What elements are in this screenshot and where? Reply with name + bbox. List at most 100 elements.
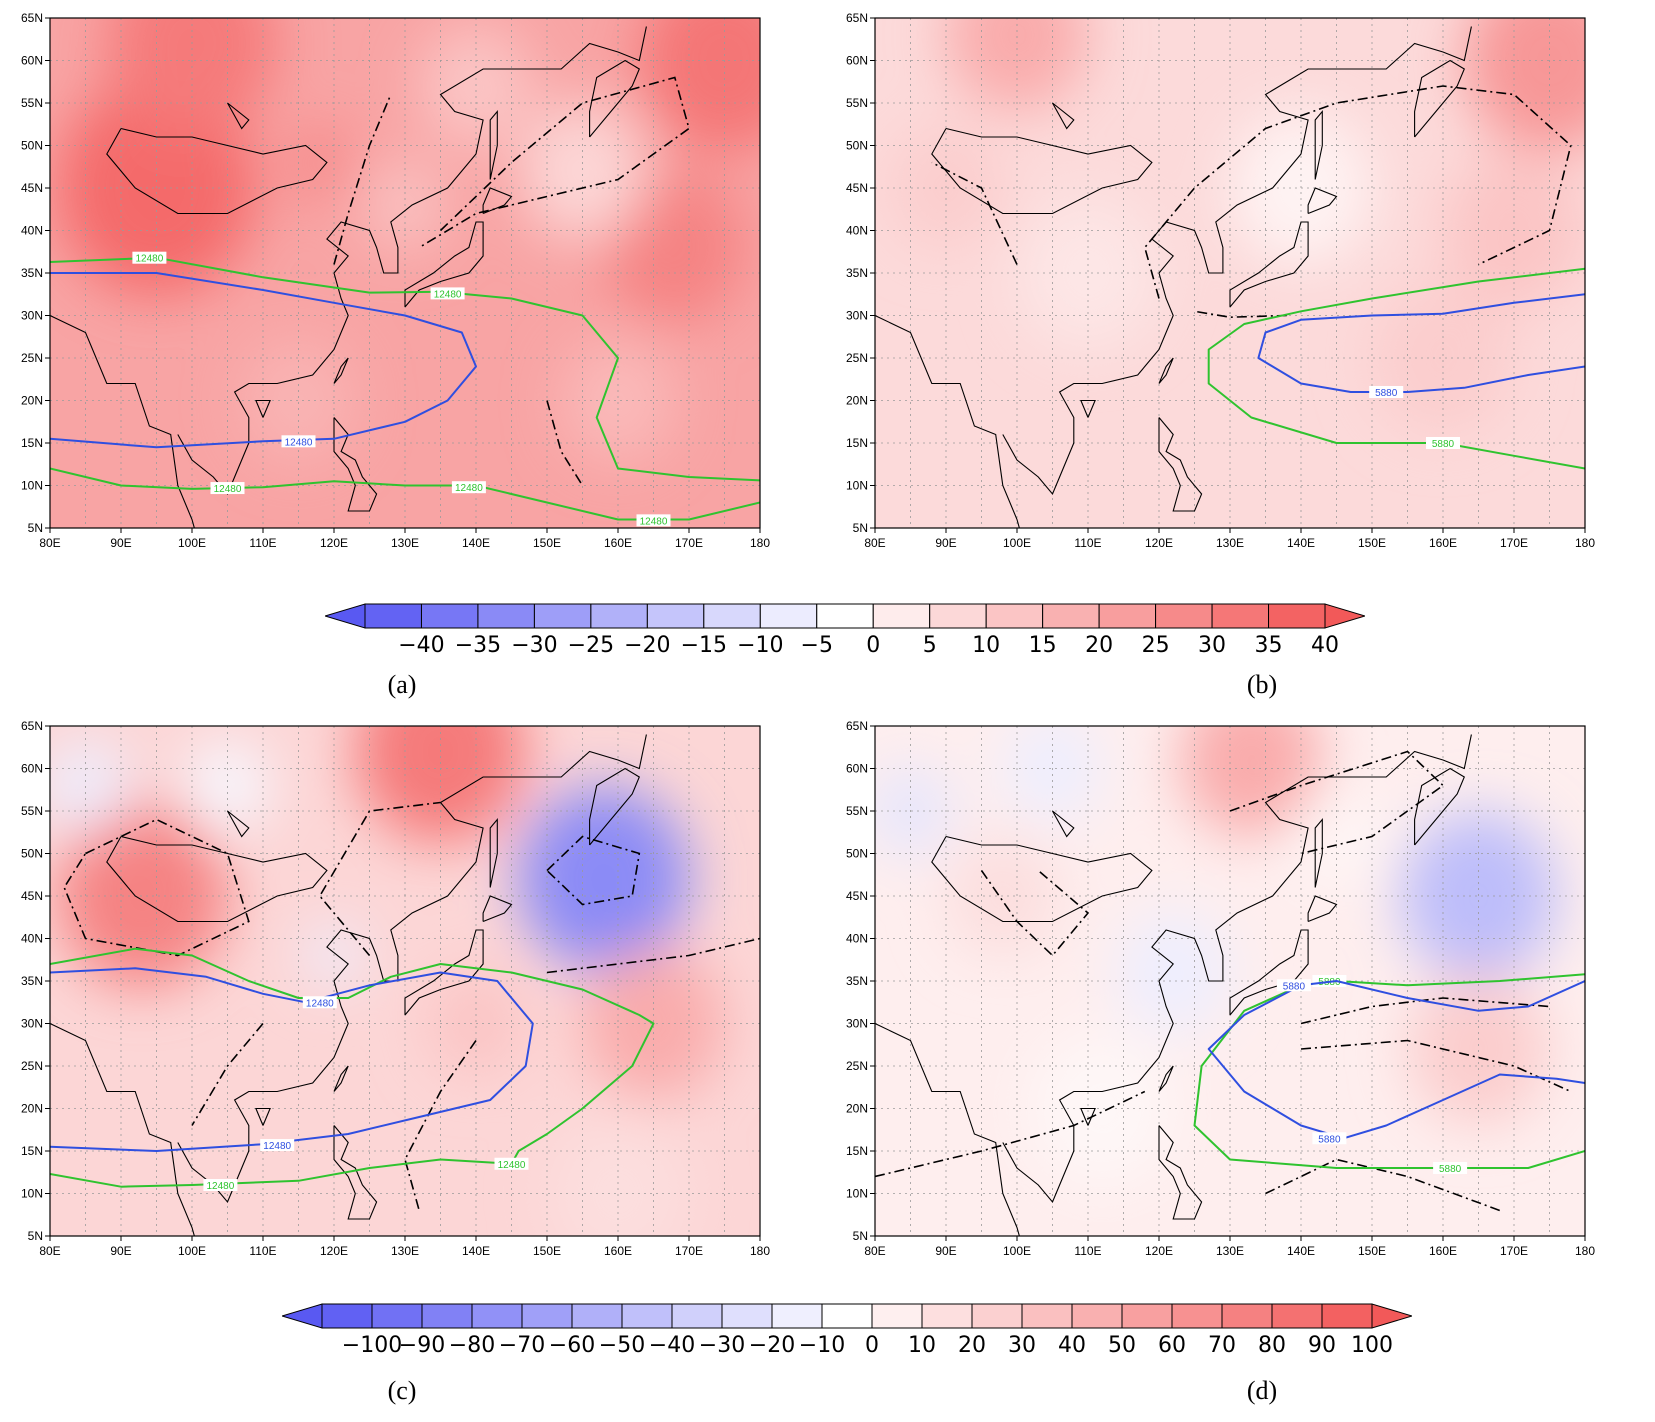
x-tick-label: 100E (1003, 1244, 1031, 1258)
contour-label: 12480 (455, 483, 483, 494)
y-tick-label: 50N (846, 139, 868, 153)
x-tick-label: 90E (935, 536, 956, 550)
colorbar-label: −70 (499, 1333, 545, 1358)
colorbar-swatch (1271, 1303, 1323, 1329)
contour-label-bg (281, 435, 316, 448)
y-tick-label: 5N (28, 1229, 43, 1243)
colorbar-swatch (1211, 603, 1270, 629)
coastline (1229, 929, 1309, 1016)
colorbar-label: 80 (1258, 1333, 1286, 1358)
anomaly-blob (1464, 18, 1585, 153)
dashed-contour (546, 835, 641, 906)
colorbar-swatch (621, 1303, 673, 1329)
map-b: 5880 5880 80E 90E 100E 110E 120E 130E 140E 150E 16… (846, 11, 1595, 550)
colorbar-swatch (590, 603, 648, 629)
anomaly-blob (50, 739, 129, 832)
coastline (177, 26, 647, 496)
dashed-contour (931, 161, 1018, 265)
coastline (482, 895, 513, 923)
x-tick-label: 140E (1287, 536, 1315, 550)
colorbar-swatch (471, 1303, 523, 1329)
x-tick-label: 130E (1216, 536, 1244, 550)
y-tick-label: 25N (21, 1059, 43, 1073)
colorbar-swatch (1121, 1303, 1173, 1329)
contour-label: 12480 (214, 484, 242, 495)
x-tick-label: 180 (1575, 1244, 1595, 1258)
colorbar-label: 0 (865, 1333, 879, 1358)
contour-label: 12480 (640, 516, 668, 527)
colorbar-label: 90 (1308, 1333, 1336, 1358)
y-tick-label: 10N (21, 479, 43, 493)
colorbar-label: 50 (1108, 1333, 1136, 1358)
contour-label-bg (494, 1157, 529, 1170)
y-tick-label: 40N (21, 224, 43, 238)
colorbar-swatch (985, 603, 1044, 629)
colorbar-label: 35 (1255, 633, 1283, 658)
contour-label: 12480 (135, 254, 163, 265)
x-tick-label: 80E (864, 1244, 885, 1258)
colorbar-arrow-left (323, 603, 366, 629)
x-tick-label: 170E (675, 536, 703, 550)
colorbar-swatch (1221, 1303, 1273, 1329)
colorbar-swatch (1042, 603, 1100, 629)
colorbar-label: 25 (1142, 633, 1170, 658)
y-tick-label: 35N (846, 266, 868, 280)
colorbar-label: −25 (568, 633, 614, 658)
coastline (227, 810, 250, 838)
colorbar-swatch (759, 603, 818, 629)
contour-line (1257, 293, 1585, 393)
x-tick-label: 140E (462, 536, 490, 550)
x-tick-label: 130E (1216, 1244, 1244, 1258)
anomaly-blob (1407, 972, 1550, 1126)
x-tick-label: 100E (1003, 536, 1031, 550)
colorbar-label: 100 (1351, 1333, 1393, 1358)
contour-label: 12480 (498, 1160, 526, 1171)
y-tick-label: 35N (21, 974, 43, 988)
anomaly-blob (603, 171, 746, 324)
y-tick-label: 25N (21, 351, 43, 365)
coastline (1052, 810, 1075, 838)
colorbar-swatch (929, 603, 987, 629)
coastline (1080, 399, 1096, 418)
coastline (1307, 187, 1338, 215)
anomaly-blob (1180, 726, 1323, 837)
coastline (875, 1023, 1020, 1236)
x-tick-label: 180 (750, 536, 770, 550)
coastline (255, 399, 271, 418)
coastline (227, 102, 250, 130)
caption-c: (c) (387, 1376, 417, 1405)
coastline (1229, 221, 1309, 308)
x-tick-label: 170E (675, 1244, 703, 1258)
colorbar-swatch (771, 1303, 823, 1329)
y-tick-label: 40N (21, 932, 43, 946)
colorbar-label: −10 (799, 1333, 845, 1358)
colorbar-label: 30 (1008, 1333, 1036, 1358)
colorbar-label: −90 (399, 1333, 445, 1358)
x-tick-label: 150E (1358, 536, 1386, 550)
colorbar-arrow-right (1324, 603, 1367, 629)
y-tick-label: 45N (846, 889, 868, 903)
x-tick-label: 110E (1074, 1244, 1101, 1258)
x-tick-label: 130E (391, 1244, 419, 1258)
coastline (106, 835, 328, 923)
colorbar-label: 40 (1311, 633, 1339, 658)
coastline (106, 127, 328, 215)
coastline (1314, 817, 1323, 888)
caption-d: (d) (1246, 1376, 1278, 1405)
y-tick-label: 60N (846, 762, 868, 776)
colorbar-arrow-left (280, 1303, 323, 1329)
contour-label-bg (1433, 1162, 1468, 1174)
colorbar-swatch (671, 1303, 723, 1329)
y-tick-label: 65N (21, 719, 43, 733)
y-tick-label: 30N (21, 1017, 43, 1031)
contour-label-bg (430, 287, 465, 300)
coastline (931, 127, 1153, 215)
coastline (1158, 417, 1203, 512)
anomaly-blob (1116, 911, 1230, 1034)
y-tick-label: 40N (846, 224, 868, 238)
contour-label: 12480 (306, 998, 334, 1009)
dashed-contour (318, 801, 441, 957)
y-tick-label: 45N (21, 889, 43, 903)
y-tick-label: 65N (846, 11, 868, 25)
x-tick-label: 160E (604, 1244, 632, 1258)
